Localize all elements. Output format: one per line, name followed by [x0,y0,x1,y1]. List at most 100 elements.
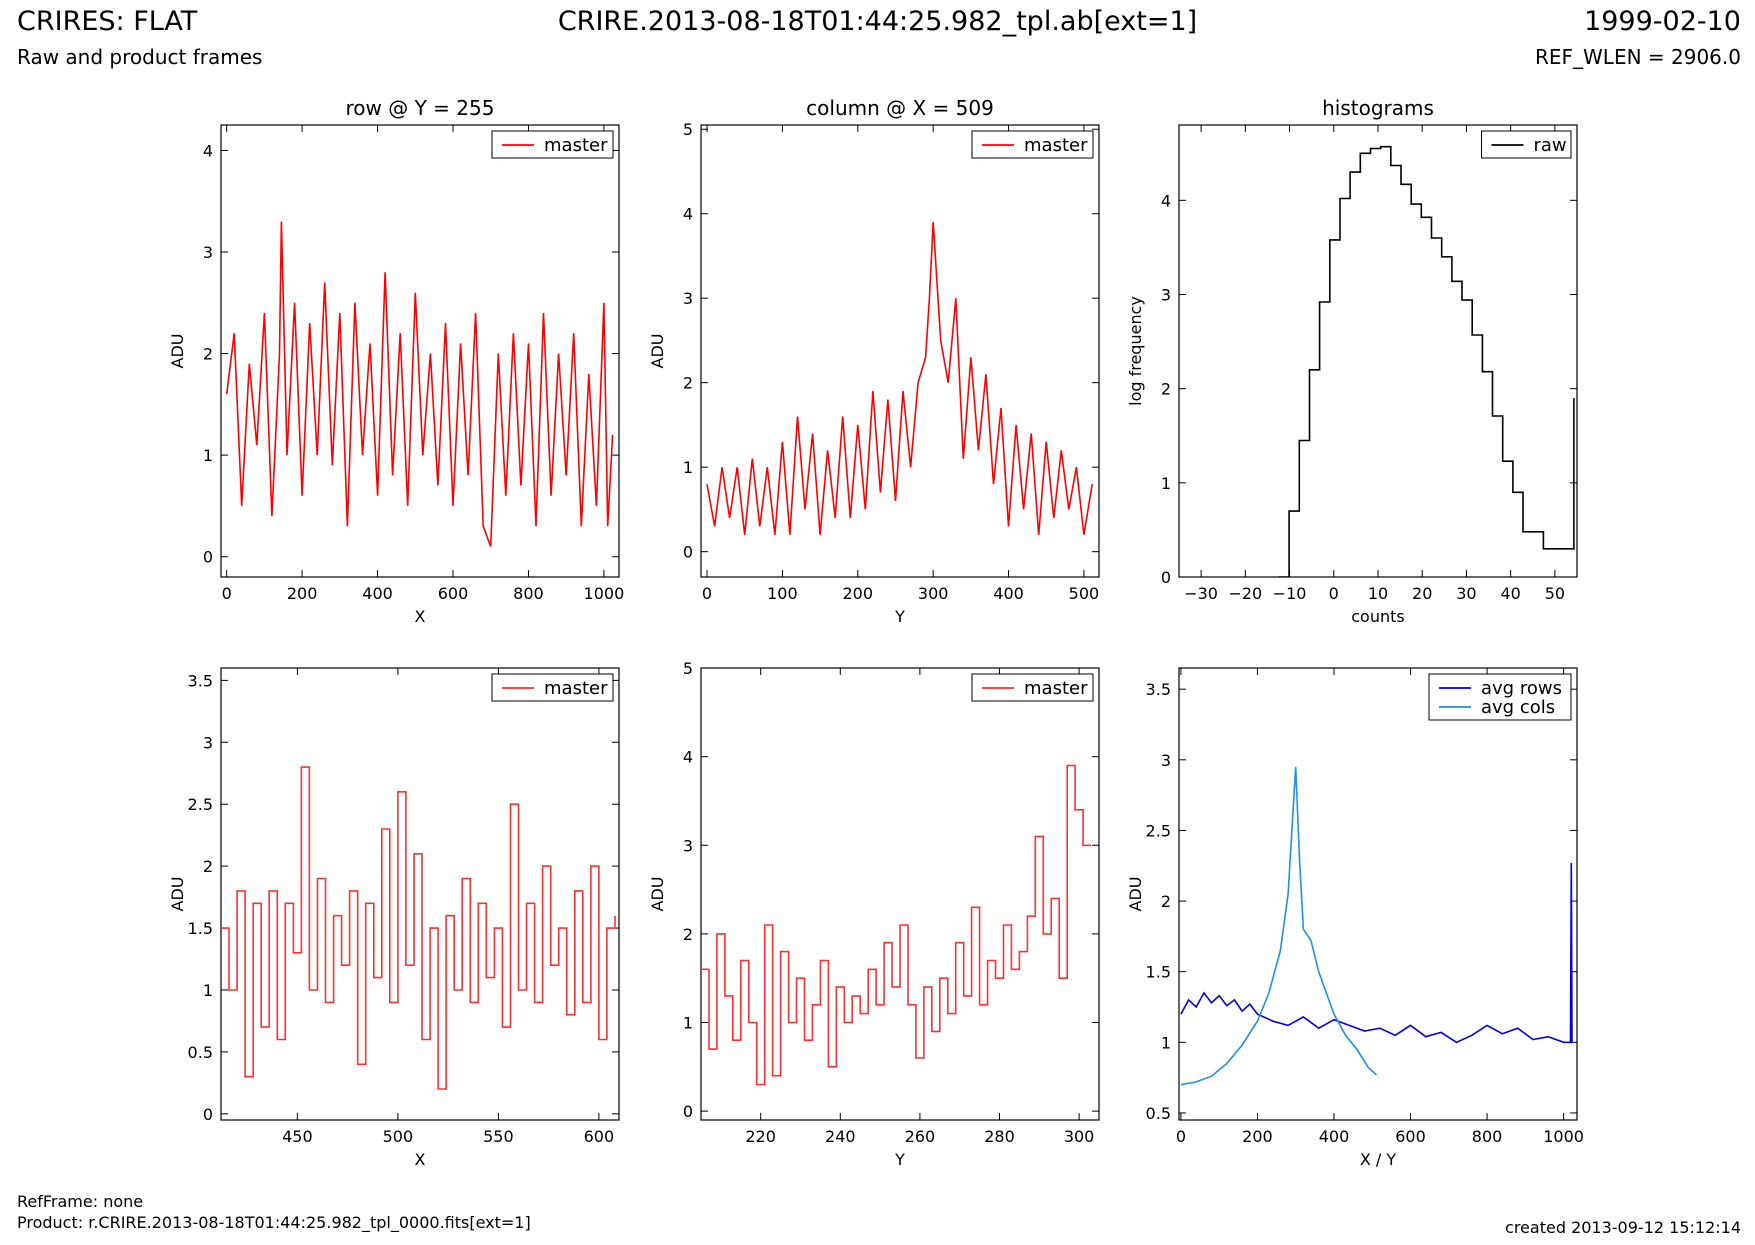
x-tick-label: 40 [1500,584,1520,603]
x-tick-label: 200 [287,584,318,603]
x-tick-label: 20 [1412,584,1432,603]
y-tick-label: 0.5 [188,1043,213,1062]
y-tick-label: 1 [203,446,213,465]
x-tick-label: 300 [918,584,949,603]
series-line [1180,862,1573,1044]
axes-frame [700,667,1100,1121]
created-label: created 2013-09-12 15:12:14 [1505,1218,1741,1237]
series-line [706,222,1093,535]
x-tick-label: 280 [984,1127,1015,1146]
axes-frame [1178,124,1578,578]
legend: master [491,673,614,702]
chart-title: histograms [1322,96,1434,120]
x-tick-label: 800 [1472,1127,1503,1146]
x-tick-label: 0 [1176,1127,1186,1146]
y-tick-label: 4 [683,748,693,767]
y-tick-label: 3 [1161,286,1171,305]
y-axis-label: ADU [1126,877,1145,912]
y-tick-label: 3 [683,289,693,308]
y-tick-label: 1 [203,981,213,1000]
x-tick-label: 300 [1064,1127,1095,1146]
chart-panel: 220 240 260 280 300 0 1 2 3 4 5 Y ADU master [648,659,1100,1169]
y-tick-label: 4 [683,205,693,224]
y-tick-label: 3 [1161,751,1171,770]
legend-label: avg cols [1481,697,1555,718]
y-tick-label: 2.5 [1146,821,1171,840]
y-tick-label: 2.5 [188,795,213,814]
y-tick-label: 4 [203,141,213,160]
y-axis-label: log frequency [1126,296,1145,406]
y-tick-label: 1 [683,458,693,477]
y-tick-label: 1 [1161,474,1171,493]
y-tick-label: 2 [683,374,693,393]
y-tick-label: 0 [203,1105,213,1124]
axes-frame [220,124,620,578]
y-tick-label: 0.5 [1146,1104,1171,1123]
x-tick-label: 200 [1242,1127,1273,1146]
x-tick-label: 0 [222,584,232,603]
x-tick-label: −20 [1228,584,1262,603]
axes-frame [220,667,620,1121]
y-tick-label: 1.5 [1146,963,1171,982]
y-tick-label: 1.5 [188,919,213,938]
chart-panel: 0 100 200 300 400 500 0 1 2 3 4 5 column @ X = 509 Y A… [648,96,1100,626]
y-tick-label: 0 [1161,568,1171,587]
x-axis-label: counts [1351,607,1404,626]
legend-label: raw [1534,135,1567,156]
legend-label: master [1024,678,1088,699]
legend-label: avg rows [1481,678,1562,699]
x-axis-label: X [415,607,426,626]
x-tick-label: 800 [513,584,544,603]
chart-panel: 0 200 400 600 800 1000 0 1 2 3 4 row @ Y = 255 X ADU m… [168,96,624,626]
x-tick-label: 100 [767,584,798,603]
y-tick-label: 2 [203,857,213,876]
y-tick-label: 0 [683,1102,693,1121]
y-tick-label: 1 [1161,1033,1171,1052]
x-tick-label: 500 [383,1127,414,1146]
y-tick-label: 4 [1161,191,1171,210]
y-tick-label: 5 [683,120,693,139]
x-tick-label: 1000 [1543,1127,1584,1146]
y-tick-label: 1 [683,1014,693,1033]
legend: raw [1481,130,1572,159]
chart-title: column @ X = 509 [806,96,994,120]
y-tick-label: 2 [1161,892,1171,911]
legend: master [971,673,1094,702]
y-tick-label: 3 [203,733,213,752]
x-tick-label: 500 [1069,584,1100,603]
axes-frame [1178,667,1578,1121]
x-tick-label: 600 [584,1127,615,1146]
x-tick-label: 10 [1368,584,1388,603]
y-tick-label: 5 [683,659,693,678]
x-tick-label: 220 [745,1127,776,1146]
page-subtitle: Raw and product frames [17,45,263,69]
product-label: Product: r.CRIRE.2013-08-18T01:44:25.982… [17,1213,531,1232]
x-tick-label: 400 [993,584,1024,603]
y-tick-label: 0 [683,543,693,562]
y-axis-label: ADU [168,877,187,912]
y-tick-label: 0 [203,548,213,567]
y-tick-label: 2 [1161,380,1171,399]
y-tick-label: 3.5 [188,671,213,690]
chart-panel: 0 200 400 600 800 1000 0.5 1 1.5 2 2.5 3 3.5 X / Y ADU… [1126,667,1584,1169]
x-tick-label: 600 [438,584,469,603]
y-axis-label: ADU [168,334,187,369]
x-tick-label: 260 [905,1127,936,1146]
series-line [225,221,614,547]
x-axis-label: X / Y [1360,1150,1397,1169]
legend-label: master [1024,135,1088,156]
x-axis-label: X [415,1150,426,1169]
y-tick-label: 3 [203,243,213,262]
x-tick-label: 550 [483,1127,514,1146]
x-tick-label: 240 [825,1127,856,1146]
x-tick-label: −10 [1273,584,1307,603]
legend-box [1428,673,1572,721]
file-title: CRIRE.2013-08-18T01:44:25.982_tpl.ab[ext… [557,6,1198,37]
x-tick-label: 50 [1545,584,1565,603]
y-tick-label: 2 [203,345,213,364]
x-tick-label: 30 [1456,584,1476,603]
x-tick-label: 1000 [584,584,625,603]
chart-panel: 450 500 550 600 0 0.5 1 1.5 2 2.5 3 3.5 X ADU master [168,667,620,1169]
